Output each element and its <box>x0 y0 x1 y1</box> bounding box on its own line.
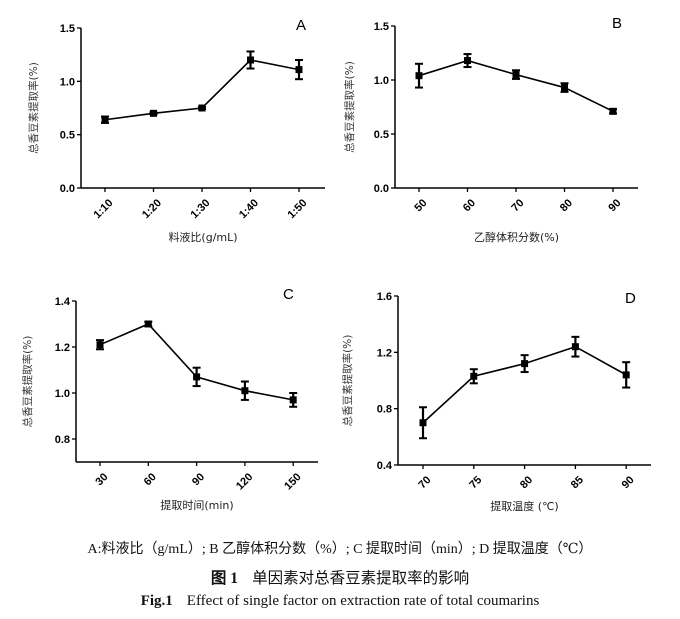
data-point <box>571 343 579 351</box>
data-point <box>193 373 201 381</box>
y-tick-label: 0.4 <box>377 460 393 472</box>
data-point <box>150 109 157 117</box>
figure-title-en: Effect of single factor on extraction ra… <box>186 593 540 609</box>
data-point <box>521 360 529 368</box>
x-tick-label: 1:10 <box>92 197 116 221</box>
data-point <box>96 341 104 349</box>
figure-caption-english: Fig.1 Effect of single factor on extracti… <box>0 593 680 610</box>
figure-title-cn: 单因素对总香豆素提取率的影响 <box>252 570 470 587</box>
y-axis-title: 总香豆素提取率(%) <box>21 336 34 428</box>
panel-d: 0.4 0.8 1.2 1.6 70 75 80 85 90 D 提取温度 (℃) 总香豆素提取率(%… <box>341 290 651 513</box>
y-tick-label: 1.5 <box>60 23 75 35</box>
y-tick-label: 0.5 <box>60 130 75 142</box>
panel-letter: C <box>283 286 294 303</box>
y-tick-label: 1.0 <box>60 76 75 88</box>
figure-number-cn: 图 1 <box>210 570 239 587</box>
x-tick-label: 80 <box>518 474 535 491</box>
x-axis-title: 提取温度 (℃) <box>490 499 558 513</box>
data-point <box>295 66 303 74</box>
x-tick-label: 90 <box>606 197 623 214</box>
data-point <box>464 57 471 65</box>
x-axis-title: 提取时间(min) <box>160 499 233 512</box>
x-tick-label: 75 <box>467 474 484 491</box>
x-axis-title: 料液比(g/mL) <box>168 230 237 244</box>
subcaption-text: A:料液比（g/mL）; B 乙醇体积分数（%）; C 提取时间（min）; D… <box>87 542 593 557</box>
y-tick-label: 0.8 <box>377 404 392 416</box>
panel-letter: B <box>612 15 622 32</box>
data-point <box>622 371 630 379</box>
y-tick-label: 0.5 <box>374 129 389 141</box>
data-point <box>415 72 423 80</box>
panel-a: 0.0 0.5 1.0 1.5 1:10 1:20 1:30 1:40 1:50 A 料液比(g/m… <box>27 17 325 244</box>
x-tick-label: 90 <box>190 471 207 488</box>
data-point <box>419 419 427 427</box>
data-point <box>289 396 297 404</box>
y-tick-label: 1.2 <box>55 342 70 354</box>
figure-number-en: Fig.1 <box>140 593 173 609</box>
x-tick-label: 90 <box>620 474 637 491</box>
x-tick-label: 80 <box>558 197 575 214</box>
figure-subcaption: A:料液比（g/mL）; B 乙醇体积分数（%）; C 提取时间（min）; D… <box>0 538 680 558</box>
data-point <box>470 372 478 380</box>
data-point <box>241 387 249 395</box>
data-point <box>101 116 109 124</box>
data-point <box>609 107 617 115</box>
x-tick-label: 1:40 <box>237 197 261 221</box>
panel-letter: D <box>625 290 636 307</box>
data-point <box>198 104 206 112</box>
x-tick-label: 60 <box>142 471 159 488</box>
x-tick-label: 1:20 <box>140 197 164 221</box>
panel-c: 0.8 1.0 1.2 1.4 30 60 90 120 150 C 提取时间(min) 总香豆素提取… <box>21 286 318 512</box>
y-tick-label: 0.0 <box>60 183 75 195</box>
x-tick-label: 150 <box>282 471 303 492</box>
series-line <box>418 59 614 113</box>
x-axis-title: 乙醇体积分数(%) <box>474 230 559 244</box>
x-tick-label: 120 <box>234 471 255 492</box>
y-axis-title: 总香豆素提取率(%) <box>27 62 40 154</box>
x-tick-label: 60 <box>461 197 478 214</box>
x-tick-label: 50 <box>412 197 429 214</box>
data-point <box>144 320 152 328</box>
figure-caption-chinese: 图 1 单因素对总香豆素提取率的影响 <box>0 566 680 588</box>
y-tick-label: 0.8 <box>55 434 70 446</box>
panel-b: 0.0 0.5 1.0 1.5 50 60 70 80 90 B 乙醇体积分数(%) 总香豆素提取率(… <box>343 15 638 244</box>
y-tick-label: 1.5 <box>374 21 389 33</box>
x-tick-label: 1:30 <box>189 197 213 221</box>
x-tick-label: 85 <box>569 474 586 491</box>
x-tick-label: 1:50 <box>286 197 310 221</box>
y-axis-title: 总香豆素提取率(%) <box>343 61 356 153</box>
data-point <box>561 84 568 92</box>
data-point <box>512 71 520 79</box>
x-tick-label: 30 <box>93 471 110 488</box>
y-tick-label: 1.0 <box>55 388 70 400</box>
panel-letter: A <box>296 17 306 34</box>
series-line <box>99 323 294 401</box>
y-axis-title: 总香豆素提取率(%) <box>341 335 354 427</box>
x-tick-label: 70 <box>416 474 433 491</box>
x-tick-label: 70 <box>509 197 526 214</box>
y-tick-label: 1.2 <box>377 347 392 359</box>
figure-panels: 0.0 0.5 1.0 1.5 1:10 1:20 1:30 1:40 1:50 A 料液比(g/m… <box>21 15 651 513</box>
y-tick-label: 1.0 <box>374 75 389 87</box>
data-point <box>247 56 254 64</box>
y-tick-label: 1.6 <box>377 291 392 303</box>
y-tick-label: 1.4 <box>55 296 71 308</box>
y-tick-label: 0.0 <box>374 183 389 195</box>
